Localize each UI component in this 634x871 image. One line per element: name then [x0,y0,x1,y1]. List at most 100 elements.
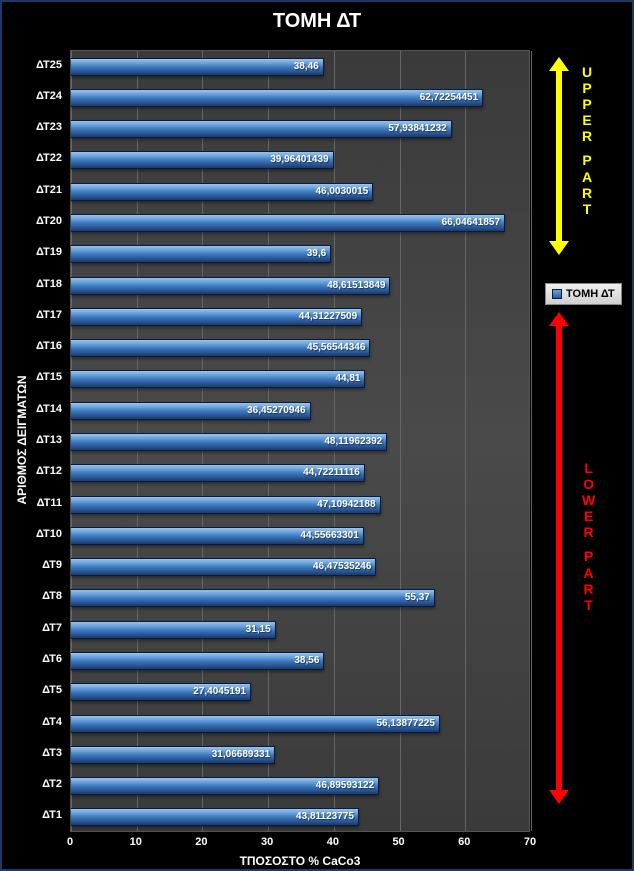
y-tick-label: ΔΤ19 [2,246,62,258]
y-tick-label: ΔΤ25 [2,59,62,71]
y-tick-label: ΔΤ6 [2,653,62,665]
bar-row: 38,46 [71,58,324,76]
bar: 66,04641857 [71,214,505,232]
bar: 48,61513849 [71,277,390,295]
bar: 27,4045191 [71,683,251,701]
y-tick-label: ΔΤ12 [2,465,62,477]
x-tick-label: 0 [67,836,73,848]
x-tick-label: 50 [392,836,404,848]
bar-row: 39,6 [71,245,331,263]
chart-frame: ΤΟΜΗ ΔΤ 38,46 62,72254451 57,93841232 39,96… [0,0,634,871]
bar: 43,81123775 [71,808,359,826]
bar-row: 44,31227509 [71,308,362,326]
bar: 38,56 [71,652,324,670]
bar-value-label: 36,45270946 [247,405,305,416]
bar-value-label: 46,0030015 [315,186,368,197]
x-tick-label: 40 [327,836,339,848]
bar-row: 62,72254451 [71,89,483,107]
bar-row: 46,0030015 [71,183,373,201]
bar-row: 47,10942188 [71,496,381,514]
bar-row: 48,11962392 [71,433,387,451]
bar-row: 46,89593122 [71,777,379,795]
bar-value-label: 55,37 [405,592,430,603]
bar-row: 46,47535246 [71,558,376,576]
y-tick-label: ΔΤ21 [2,184,62,196]
bar: 36,45270946 [71,402,311,420]
x-tick-label: 20 [195,836,207,848]
legend: ΤΟΜΗ ΔΤ [545,283,622,305]
bar-value-label: 56,13877225 [377,718,435,729]
bar: 44,31227509 [71,308,362,326]
bar-value-label: 44,31227509 [299,311,357,322]
bar-value-label: 46,47535246 [313,561,371,572]
bar-row: 36,45270946 [71,402,311,420]
plot-area: 38,46 62,72254451 57,93841232 39,96401439 46… [70,50,530,832]
y-tick-label: ΔΤ20 [2,215,62,227]
bar: 39,6 [71,245,331,263]
bar: 39,96401439 [71,151,334,169]
y-tick-label: ΔΤ2 [2,778,62,790]
y-tick-label: ΔΤ9 [2,559,62,571]
bar-value-label: 45,56544346 [307,342,365,353]
bar: 31,06689331 [71,746,275,764]
bar: 56,13877225 [71,715,440,733]
bar-row: 44,72211116 [71,464,365,482]
bar: 48,11962392 [71,433,387,451]
bar-value-label: 44,55663301 [300,530,358,541]
y-tick-label: ΔΤ17 [2,309,62,321]
bar: 44,81 [71,370,365,388]
y-tick-label: ΔΤ15 [2,371,62,383]
bar-value-label: 48,61513849 [327,280,385,291]
grid-line [531,51,532,831]
bar-row: 31,15 [71,621,276,639]
bar: 55,37 [71,589,435,607]
bar-row: 57,93841232 [71,120,452,138]
y-tick-label: ΔΤ7 [2,622,62,634]
bar-row: 56,13877225 [71,715,440,733]
bar-value-label: 39,6 [307,248,326,259]
bar-row: 44,55663301 [71,527,364,545]
bar-row: 66,04641857 [71,214,505,232]
y-tick-label: ΔΤ22 [2,152,62,164]
bar-value-label: 47,10942188 [317,499,375,510]
bar: 46,0030015 [71,183,373,201]
y-tick-label: ΔΤ8 [2,590,62,602]
bar-value-label: 62,72254451 [420,92,478,103]
y-tick-label: ΔΤ13 [2,434,62,446]
bar: 44,72211116 [71,464,365,482]
bar-row: 44,81 [71,370,365,388]
bar-row: 27,4045191 [71,683,251,701]
y-tick-label: ΔΤ16 [2,340,62,352]
bar-row: 43,81123775 [71,808,359,826]
bar: 46,47535246 [71,558,376,576]
y-tick-label: ΔΤ18 [2,278,62,290]
bar: 44,55663301 [71,527,364,545]
bar: 46,89593122 [71,777,379,795]
y-tick-label: ΔΤ4 [2,716,62,728]
legend-swatch [552,289,562,299]
lower-section-arrow [549,312,569,804]
y-tick-label: ΔΤ5 [2,684,62,696]
bar-row: 39,96401439 [71,151,334,169]
bar-value-label: 38,56 [294,655,319,666]
x-tick-label: 60 [458,836,470,848]
bar: 38,46 [71,58,324,76]
bar-row: 45,56544346 [71,339,370,357]
bar-value-label: 48,11962392 [324,436,382,447]
bar-value-label: 44,72211116 [303,467,360,478]
bar-value-label: 57,93841232 [388,123,446,134]
bar-value-label: 46,89593122 [316,780,374,791]
bar-value-label: 43,81123775 [296,811,354,822]
upper-section-arrow [549,57,569,255]
y-tick-label: ΔΤ3 [2,747,62,759]
bar: 47,10942188 [71,496,381,514]
y-tick-label: ΔΤ10 [2,528,62,540]
legend-label: ΤΟΜΗ ΔΤ [566,288,615,300]
y-tick-label: ΔΤ14 [2,403,62,415]
bar: 31,15 [71,621,276,639]
y-tick-label: ΔΤ23 [2,121,62,133]
bar-value-label: 44,81 [335,373,360,384]
y-tick-label: ΔΤ24 [2,90,62,102]
bar-row: 38,56 [71,652,324,670]
bar-row: 31,06689331 [71,746,275,764]
